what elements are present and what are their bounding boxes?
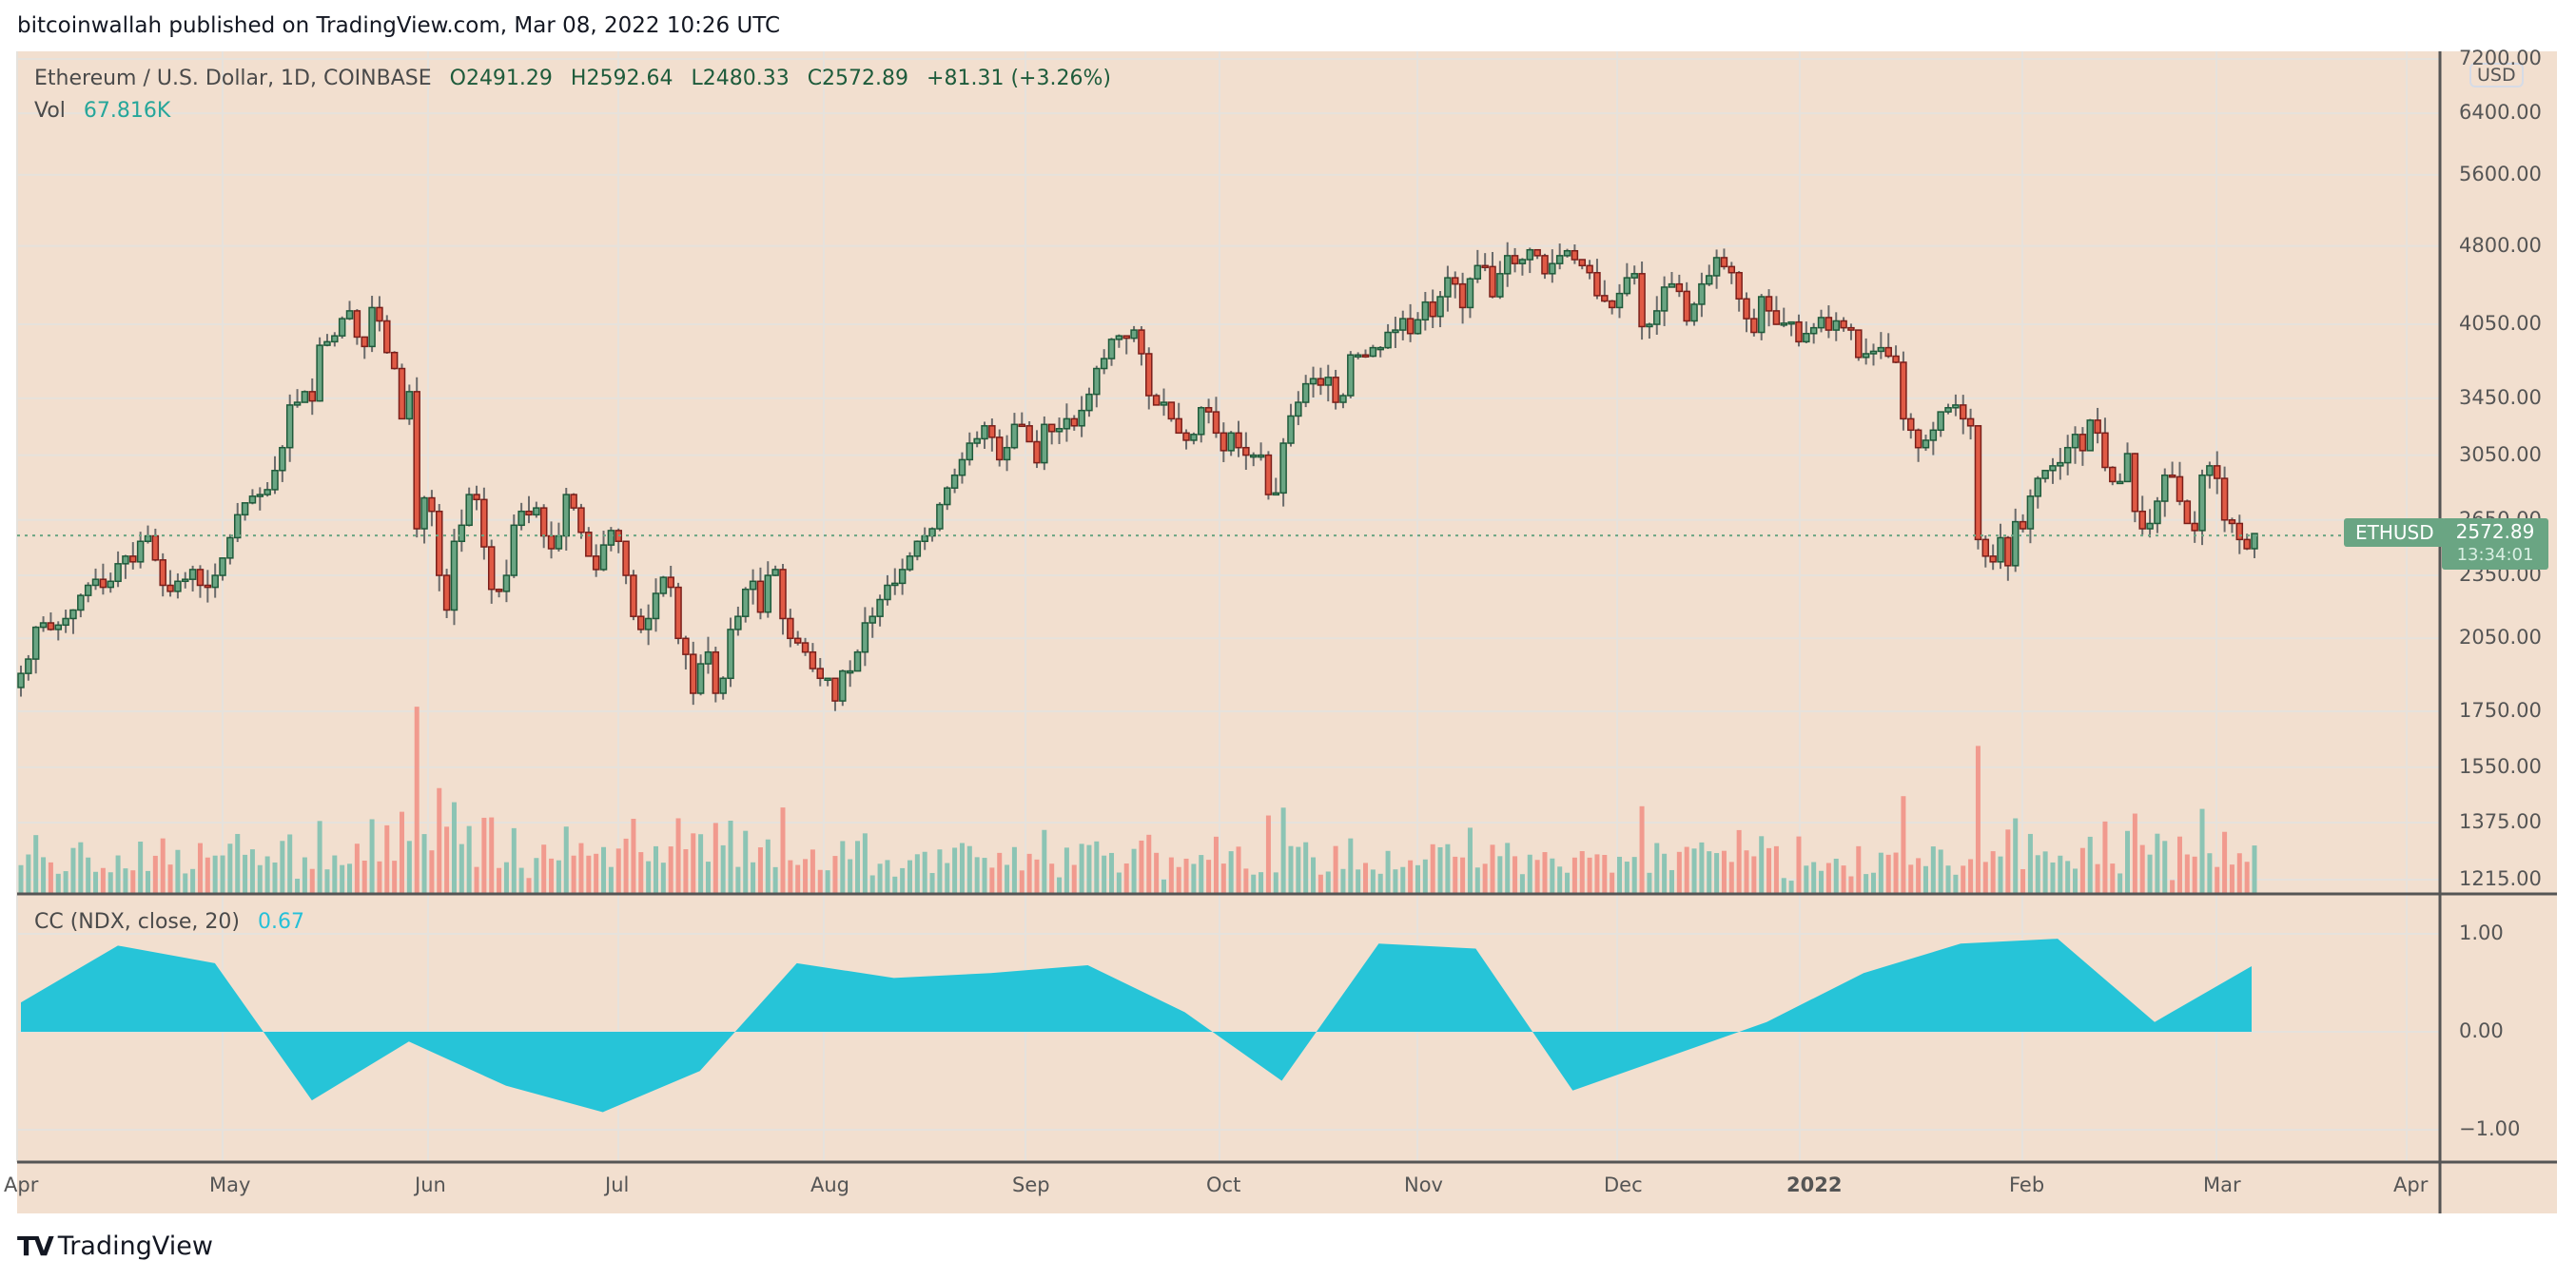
price-tick-label: 1215.00 <box>2459 867 2542 890</box>
symbol-legend: Ethereum / U.S. Dollar, 1D, COINBASE O24… <box>34 67 1111 90</box>
time-tick-label: Oct <box>1206 1173 1241 1196</box>
last-price-value: 2572.89 <box>2455 520 2535 543</box>
currency-badge[interactable]: USD <box>2469 63 2524 87</box>
time-tick-label: May <box>209 1173 251 1196</box>
time-tick-label: 2022 <box>1786 1173 1843 1196</box>
volume-label[interactable]: Vol <box>34 99 66 123</box>
ohlc-open: O2491.29 <box>449 67 553 90</box>
price-tick-label: 1550.00 <box>2459 754 2542 778</box>
tradingview-logo[interactable]: TV TradingView <box>17 1231 213 1262</box>
bar-countdown: 13:34:01 <box>2456 545 2534 565</box>
price-tick-label: 6400.00 <box>2459 101 2542 125</box>
ohlc-change: +81.31 (+3.26%) <box>927 67 1111 90</box>
time-tick-label: Jul <box>605 1173 630 1196</box>
ohlc-close: C2572.89 <box>807 67 909 90</box>
price-tick-label: 1750.00 <box>2459 699 2542 723</box>
time-tick-label: Feb <box>2009 1173 2045 1196</box>
price-tick-label: 4800.00 <box>2459 233 2542 257</box>
price-tick-label: 3050.00 <box>2459 442 2542 466</box>
price-tick-label: 5600.00 <box>2459 162 2542 185</box>
time-tick-label: Aug <box>810 1173 850 1196</box>
time-tick-label: Apr <box>4 1173 39 1196</box>
price-tick-label: 4050.00 <box>2459 312 2542 336</box>
price-tick-label: 2050.00 <box>2459 626 2542 650</box>
time-tick-label: Sep <box>1012 1173 1050 1196</box>
indicator-tick-label: −1.00 <box>2459 1117 2521 1140</box>
time-tick-label: Mar <box>2203 1173 2241 1196</box>
indicator-legend: CC (NDX, close, 20) 0.67 <box>34 910 304 934</box>
ohlc-low: L2480.33 <box>691 67 790 90</box>
ohlc-high: H2592.64 <box>570 67 673 90</box>
tradingview-logo-icon: TV <box>17 1231 54 1262</box>
indicator-label[interactable]: CC (NDX, close, 20) <box>34 910 240 934</box>
price-tick-label: 1375.00 <box>2459 809 2542 833</box>
price-tick-label: 7200.00 <box>2459 47 2542 69</box>
time-tick-label: Dec <box>1604 1173 1643 1196</box>
price-tick-label: 3450.00 <box>2459 385 2542 409</box>
time-tick-label: Jun <box>415 1173 446 1196</box>
volume-legend: Vol 67.816K <box>34 99 170 123</box>
indicator-tick-label: 0.00 <box>2459 1019 2504 1042</box>
symbol-price-tag: ETHUSD <box>2344 518 2446 547</box>
volume-value: 67.816K <box>83 99 171 123</box>
time-tick-label: Nov <box>1404 1173 1443 1196</box>
symbol-title[interactable]: Ethereum / U.S. Dollar, 1D, COINBASE <box>34 67 432 90</box>
tradingview-logo-text: TradingView <box>57 1232 213 1261</box>
indicator-tick-label: 1.00 <box>2459 921 2504 944</box>
last-price-tag: 2572.89 13:34:01 <box>2442 518 2548 570</box>
indicator-value: 0.67 <box>257 910 304 934</box>
time-tick-label: Apr <box>2393 1173 2429 1196</box>
publisher-line: bitcoinwallah published on TradingView.c… <box>17 13 781 38</box>
